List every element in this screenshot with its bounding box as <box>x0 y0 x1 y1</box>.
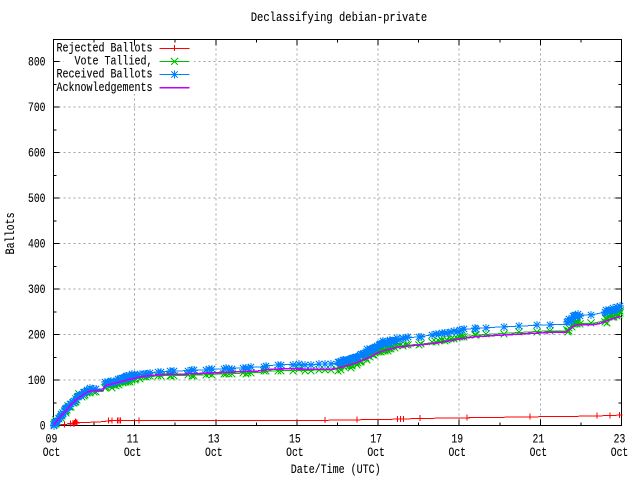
svg-text:Oct: Oct <box>367 446 385 460</box>
svg-text:400: 400 <box>28 237 46 251</box>
svg-text:Declassifying debian-private: Declassifying debian-private <box>251 11 428 25</box>
svg-text:Oct: Oct <box>448 446 466 460</box>
svg-text:23: 23 <box>614 432 626 446</box>
svg-text:200: 200 <box>28 328 46 342</box>
svg-text:Vote Tallied,: Vote Tallied, <box>75 55 153 69</box>
svg-text:500: 500 <box>28 192 46 206</box>
svg-text:Oct: Oct <box>286 446 304 460</box>
svg-text:100: 100 <box>28 374 46 388</box>
svg-text:19: 19 <box>451 432 463 446</box>
svg-text:700: 700 <box>28 101 46 115</box>
svg-text:13: 13 <box>208 432 220 446</box>
svg-text:Received Ballots: Received Ballots <box>57 68 153 82</box>
svg-text:Oct: Oct <box>205 446 223 460</box>
svg-text:Oct: Oct <box>124 446 142 460</box>
svg-text:0: 0 <box>40 419 46 433</box>
svg-text:Rejected Ballots: Rejected Ballots <box>57 42 153 56</box>
svg-text:Oct: Oct <box>530 446 548 460</box>
svg-text:800: 800 <box>28 56 46 70</box>
svg-text:600: 600 <box>28 147 46 161</box>
svg-text:15: 15 <box>289 432 301 446</box>
svg-text:09: 09 <box>46 432 58 446</box>
svg-text:21: 21 <box>533 432 545 446</box>
svg-text:Oct: Oct <box>43 446 61 460</box>
svg-text:Acknowledgements: Acknowledgements <box>57 81 153 95</box>
svg-text:11: 11 <box>127 432 139 446</box>
svg-text:Date/Time (UTC): Date/Time (UTC) <box>291 463 381 477</box>
svg-text:Ballots: Ballots <box>4 212 18 254</box>
svg-text:Oct: Oct <box>611 446 629 460</box>
svg-text:300: 300 <box>28 283 46 297</box>
svg-text:17: 17 <box>370 432 382 446</box>
